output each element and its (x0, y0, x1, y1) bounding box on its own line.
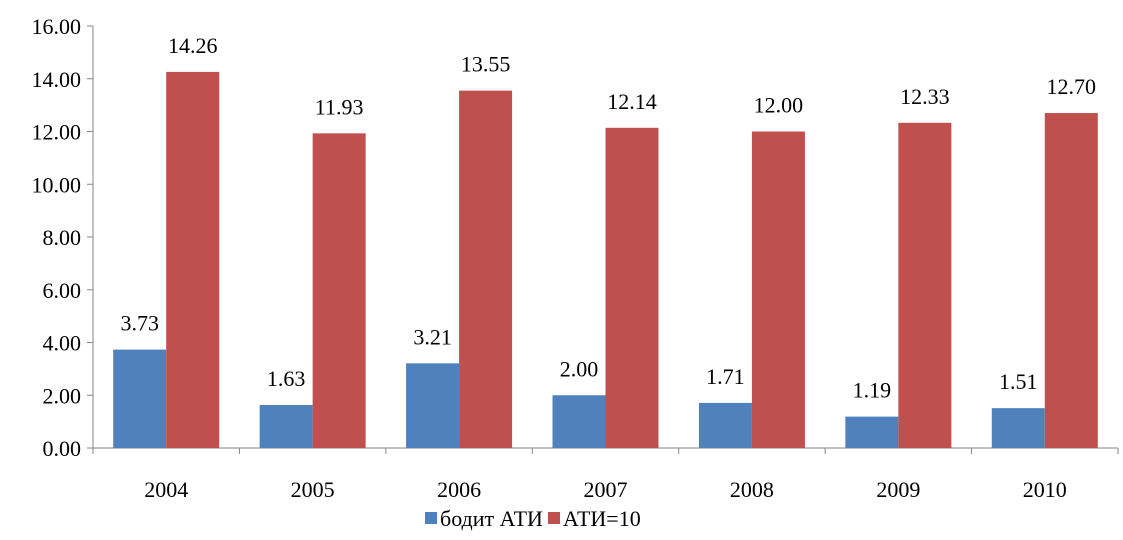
x-tick-label: 2008 (730, 477, 774, 502)
legend-label: бодит АТИ (440, 506, 543, 531)
data-label: 13.55 (461, 52, 511, 77)
data-label: 12.70 (1047, 74, 1097, 99)
bar-series1 (259, 405, 313, 448)
x-tick-label: 2004 (144, 477, 188, 502)
bar-series1 (698, 402, 752, 448)
data-label: 3.21 (413, 324, 452, 349)
x-tick-label: 2007 (584, 477, 628, 502)
data-label: 3.73 (120, 311, 159, 336)
data-label: 12.00 (754, 93, 804, 118)
data-label: 1.51 (999, 369, 1038, 394)
y-tick-label: 4.00 (43, 331, 82, 356)
y-tick-label: 0.00 (43, 436, 82, 461)
x-tick-label: 2005 (291, 477, 335, 502)
data-label: 1.63 (267, 366, 306, 391)
data-label: 12.33 (900, 84, 950, 109)
data-label: 1.19 (853, 378, 892, 403)
y-tick-label: 2.00 (43, 383, 82, 408)
x-tick-label: 2010 (1023, 477, 1067, 502)
legend-label: АТИ=10 (563, 506, 641, 531)
data-label: 11.93 (315, 94, 364, 119)
bar-series2 (1044, 113, 1098, 448)
bar-series2 (459, 90, 513, 449)
legend-marker (425, 512, 437, 524)
data-labels: 3.73 14.26 1.63 11.93 3.21 13.55 2.00 12.14 1.71… (120, 33, 1096, 403)
y-tick-label: 8.00 (43, 225, 82, 250)
legend-marker (548, 512, 560, 524)
y-tick-label: 14.00 (32, 67, 82, 92)
y-tick-label: 10.00 (32, 172, 82, 197)
axes: 0.00 2.00 4.00 6.00 8.00 10.00 12.00 14.00 16.00… (32, 14, 1119, 502)
bar-series1 (552, 395, 606, 448)
x-tick-label: 2006 (437, 477, 481, 502)
bar-series1 (845, 416, 899, 448)
bar-series2 (166, 71, 220, 448)
y-tick-label: 12.00 (32, 120, 82, 145)
legend: бодит АТИ АТИ=10 (425, 506, 641, 531)
y-tick-label: 6.00 (43, 278, 82, 303)
y-tick-label: 16.00 (32, 14, 82, 39)
bars (113, 71, 1098, 449)
bar-series1 (991, 408, 1045, 448)
bar-series2 (312, 133, 366, 448)
data-label: 12.14 (607, 89, 657, 114)
data-label: 1.71 (706, 364, 745, 389)
bar-series2 (898, 122, 952, 448)
data-label: 14.26 (168, 33, 218, 58)
bar-series1 (113, 349, 167, 448)
bar-series2 (605, 127, 659, 449)
bar-series2 (751, 131, 805, 448)
data-label: 2.00 (560, 356, 599, 381)
x-tick-label: 2009 (876, 477, 920, 502)
bar-series1 (406, 363, 460, 448)
